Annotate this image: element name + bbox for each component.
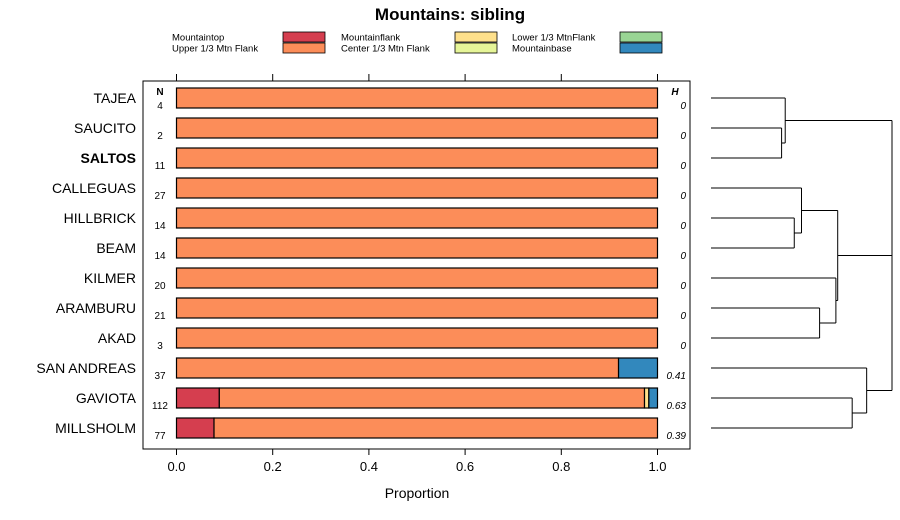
- bar-segment: [175, 117, 659, 139]
- row-label: SALTOS: [81, 150, 137, 166]
- row-label: BEAM: [96, 240, 136, 256]
- row-label: TAJEA: [93, 90, 136, 106]
- h-value: 0: [680, 161, 686, 172]
- row-label: KILMER: [84, 270, 136, 286]
- n-value: 20: [154, 281, 166, 292]
- x-tick-label: 0.0: [167, 459, 185, 474]
- x-tick-label: 0.4: [360, 459, 378, 474]
- n-value: 4: [157, 101, 163, 112]
- bar-segment: [175, 207, 659, 229]
- legend-swatch: [282, 42, 326, 54]
- legend-swatch: [619, 31, 663, 43]
- n-value: 3: [157, 341, 163, 352]
- row-label: MILLSHOLM: [55, 420, 136, 436]
- legend-swatch: [619, 42, 663, 54]
- row-label: ARAMBURU: [56, 300, 136, 316]
- x-tick-label: 0.2: [264, 459, 282, 474]
- h-value: 0: [680, 101, 686, 112]
- n-value: 37: [154, 371, 166, 382]
- n-value: 14: [154, 221, 166, 232]
- row-label: GAVIOTA: [76, 390, 137, 406]
- h-value: 0.63: [667, 401, 687, 412]
- legend-label: Mountainflank: [341, 33, 400, 44]
- plot-frame: [142, 80, 691, 450]
- bar-segment: [175, 87, 659, 109]
- bar-segment: [617, 357, 659, 379]
- x-tick-label: 0.6: [456, 459, 474, 474]
- h-value: 0: [680, 191, 686, 202]
- legend-swatch: [454, 31, 498, 43]
- h-value: 0: [680, 251, 686, 262]
- legend-label: Center 1/3 Mtn Flank: [341, 44, 430, 55]
- bar-segment: [175, 237, 659, 259]
- bar-segment: [213, 417, 659, 439]
- row-label: CALLEGUAS: [52, 180, 136, 196]
- h-value: 0.39: [667, 431, 687, 442]
- bar-segment: [175, 147, 659, 169]
- bar-segment: [175, 297, 659, 319]
- legend-label: Mountainbase: [512, 44, 572, 55]
- n-value: 21: [154, 311, 166, 322]
- h-column-header: H: [671, 87, 679, 98]
- row-label: SAUCITO: [74, 120, 136, 136]
- bar-segment: [175, 417, 215, 439]
- bar-segment: [648, 387, 659, 409]
- chart-title: Mountains: sibling: [375, 5, 525, 24]
- legend-label: Upper 1/3 Mtn Flank: [172, 44, 258, 55]
- x-tick-label: 0.8: [552, 459, 570, 474]
- h-value: 0: [680, 281, 686, 292]
- n-column-header: N: [156, 87, 163, 98]
- legend-swatch: [454, 42, 498, 54]
- n-value: 11: [155, 161, 166, 172]
- n-value: 14: [154, 251, 166, 262]
- h-value: 0: [680, 131, 686, 142]
- bar-segment: [175, 327, 659, 349]
- h-value: 0: [680, 341, 686, 352]
- bar-segment: [175, 387, 220, 409]
- legend-label: Lower 1/3 MtnFlank: [512, 33, 596, 44]
- h-value: 0: [680, 311, 686, 322]
- legend-label: Mountaintop: [172, 33, 224, 44]
- bar-segment: [218, 387, 646, 409]
- x-tick-label: 1.0: [648, 459, 666, 474]
- h-value: 0.41: [667, 371, 686, 382]
- dendrogram: [711, 97, 893, 429]
- row-label: HILLBRICK: [64, 210, 137, 226]
- bar-segment: [175, 267, 659, 289]
- bar-segment: [175, 357, 620, 379]
- x-axis-title: Proportion: [385, 485, 450, 501]
- h-value: 0: [680, 221, 686, 232]
- x-axis: 0.0 0.2 0.4 0.6 0.8 1.0: [167, 74, 667, 474]
- n-value: 112: [152, 401, 168, 412]
- legend-swatch: [282, 31, 326, 43]
- n-value: 77: [154, 431, 166, 442]
- n-value: 27: [154, 191, 166, 202]
- row-label: SAN ANDREAS: [36, 360, 136, 376]
- bar-segment: [643, 387, 650, 409]
- row-label: AKAD: [98, 330, 136, 346]
- n-value: 2: [157, 131, 163, 142]
- bar-segment: [175, 177, 659, 199]
